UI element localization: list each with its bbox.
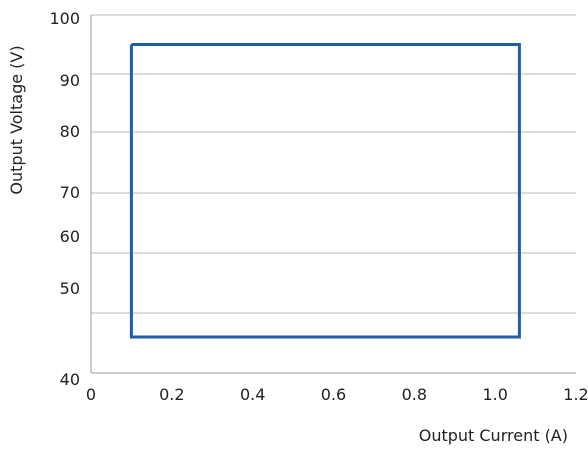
- x-tick-label: 0.6: [321, 385, 346, 404]
- y-tick-label: 60: [60, 227, 80, 246]
- x-tick-label: 0.4: [240, 385, 265, 404]
- series-layer: [129, 43, 521, 339]
- x-axis-title: Output Current (A): [419, 426, 568, 445]
- x-tick-label: 1.2: [563, 385, 588, 404]
- series-line: [129, 43, 521, 339]
- x-tick-label: 0.8: [402, 385, 427, 404]
- x-tick-label: 1.0: [482, 385, 507, 404]
- y-tick-label: 100: [49, 9, 80, 28]
- x-tick-label: 0.2: [159, 385, 184, 404]
- x-tick-label: 0: [86, 385, 96, 404]
- y-tick-label: 90: [60, 71, 80, 90]
- label-layer: Output Current (A) Output Voltage (V) 10…: [7, 9, 588, 445]
- y-tick-label: 70: [60, 183, 80, 202]
- y-axis-title: Output Voltage (V): [7, 45, 26, 194]
- y-tick-label: 40: [60, 370, 80, 389]
- grid-layer: [91, 14, 576, 374]
- y-tick-label: 50: [60, 279, 80, 298]
- y-tick-label: 80: [60, 122, 80, 141]
